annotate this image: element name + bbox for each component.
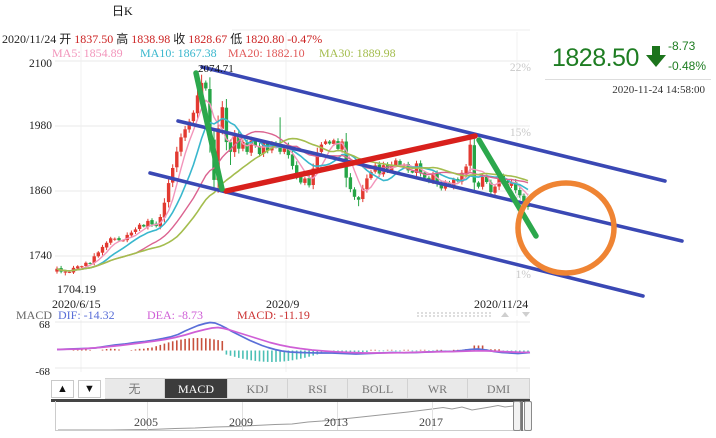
svg-text:15%: 15% [510,127,532,139]
svg-text:22%: 22% [510,62,532,74]
svg-text:1%: 1% [516,269,532,281]
